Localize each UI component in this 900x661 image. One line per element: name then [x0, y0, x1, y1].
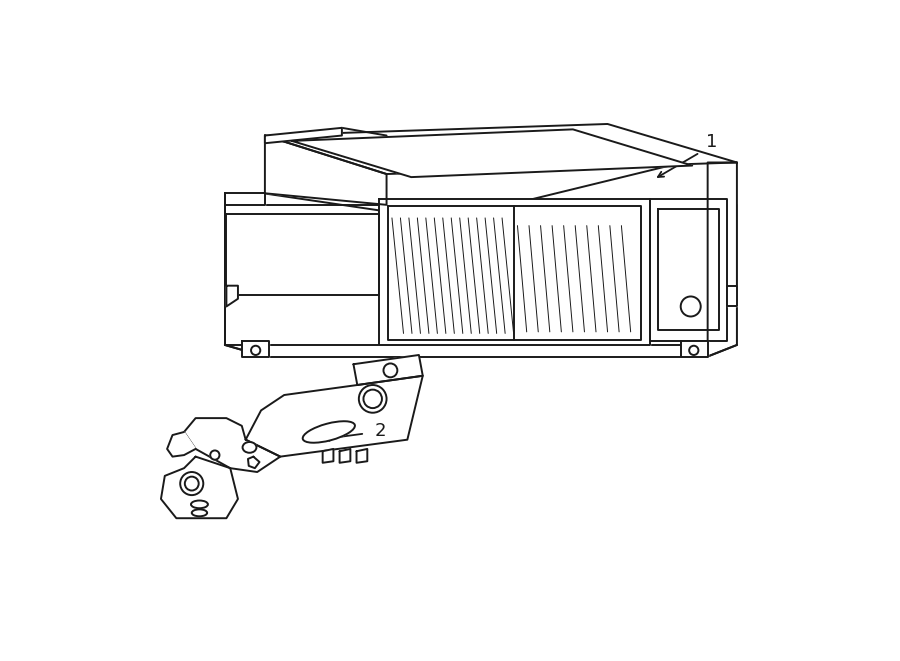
Polygon shape [658, 209, 719, 330]
Circle shape [364, 389, 382, 408]
Polygon shape [707, 163, 737, 356]
Polygon shape [388, 206, 641, 340]
Ellipse shape [243, 442, 256, 453]
Polygon shape [242, 341, 269, 356]
Ellipse shape [191, 500, 208, 508]
Polygon shape [265, 124, 737, 174]
Polygon shape [727, 286, 737, 307]
Circle shape [211, 450, 220, 459]
Circle shape [689, 346, 698, 355]
Polygon shape [292, 130, 692, 177]
Polygon shape [167, 432, 195, 457]
Polygon shape [227, 214, 379, 295]
Polygon shape [161, 457, 238, 518]
Polygon shape [225, 193, 265, 205]
Polygon shape [265, 128, 342, 143]
Polygon shape [248, 457, 259, 468]
Polygon shape [246, 375, 423, 457]
Circle shape [180, 472, 203, 495]
Ellipse shape [302, 421, 355, 443]
Circle shape [359, 385, 387, 412]
Circle shape [184, 477, 199, 490]
Circle shape [383, 364, 397, 377]
Polygon shape [265, 136, 387, 205]
Polygon shape [227, 286, 238, 307]
Polygon shape [356, 449, 367, 463]
Circle shape [251, 346, 260, 355]
Polygon shape [264, 130, 707, 220]
Polygon shape [184, 418, 280, 472]
Circle shape [680, 297, 701, 317]
Polygon shape [354, 355, 423, 385]
Polygon shape [339, 449, 350, 463]
Text: 1: 1 [706, 134, 717, 151]
Ellipse shape [192, 510, 207, 516]
Text: 2: 2 [375, 422, 386, 440]
Polygon shape [650, 199, 727, 341]
Polygon shape [680, 341, 707, 356]
Polygon shape [225, 205, 737, 345]
Polygon shape [379, 199, 650, 345]
Polygon shape [322, 449, 333, 463]
